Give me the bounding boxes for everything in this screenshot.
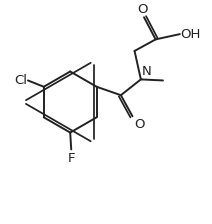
Text: N: N	[141, 65, 151, 78]
Text: O: O	[134, 118, 145, 131]
Text: Cl: Cl	[14, 74, 27, 87]
Text: O: O	[138, 3, 148, 16]
Text: F: F	[67, 151, 75, 165]
Text: OH: OH	[181, 28, 201, 41]
